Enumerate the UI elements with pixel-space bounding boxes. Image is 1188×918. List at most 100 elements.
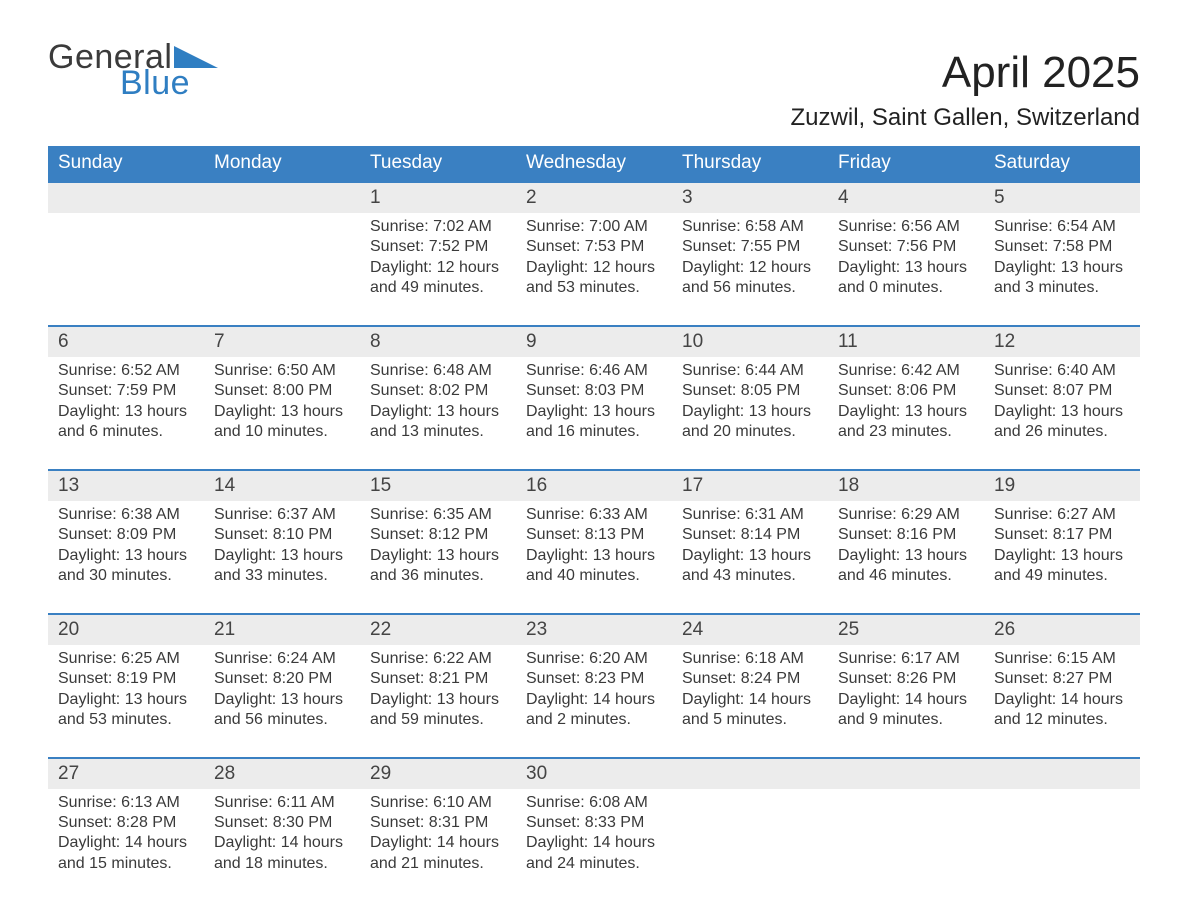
day-detail-cell: Sunrise: 6:46 AMSunset: 8:03 PMDaylight:… xyxy=(516,357,672,470)
daylight-line: Daylight: 13 hours and 13 minutes. xyxy=(370,402,506,443)
day-detail-cell: Sunrise: 6:11 AMSunset: 8:30 PMDaylight:… xyxy=(204,789,360,901)
daylight-line: Daylight: 14 hours and 12 minutes. xyxy=(994,690,1130,731)
day-number-cell: 29 xyxy=(360,758,516,789)
day-detail-cell xyxy=(984,789,1140,901)
daylight-line: Daylight: 12 hours and 56 minutes. xyxy=(682,258,818,299)
day-number-cell: 27 xyxy=(48,758,204,789)
day-number-cell: 24 xyxy=(672,614,828,645)
weekday-header: Friday xyxy=(828,146,984,182)
daylight-line: Daylight: 14 hours and 21 minutes. xyxy=(370,833,506,874)
day-detail-cell: Sunrise: 6:33 AMSunset: 8:13 PMDaylight:… xyxy=(516,501,672,614)
day-number-cell: 11 xyxy=(828,326,984,357)
sunset-line: Sunset: 8:12 PM xyxy=(370,525,506,545)
day-number-cell: 8 xyxy=(360,326,516,357)
day-detail-cell: Sunrise: 6:58 AMSunset: 7:55 PMDaylight:… xyxy=(672,213,828,326)
sunset-line: Sunset: 8:28 PM xyxy=(58,813,194,833)
daylight-line: Daylight: 14 hours and 15 minutes. xyxy=(58,833,194,874)
sunset-line: Sunset: 8:10 PM xyxy=(214,525,350,545)
sunset-line: Sunset: 8:07 PM xyxy=(994,381,1130,401)
sunset-line: Sunset: 8:02 PM xyxy=(370,381,506,401)
day-detail-cell: Sunrise: 6:40 AMSunset: 8:07 PMDaylight:… xyxy=(984,357,1140,470)
day-number-cell xyxy=(984,758,1140,789)
daylight-line: Daylight: 13 hours and 36 minutes. xyxy=(370,546,506,587)
sunrise-line: Sunrise: 6:33 AM xyxy=(526,505,662,525)
sunset-line: Sunset: 8:20 PM xyxy=(214,669,350,689)
day-detail-cell: Sunrise: 6:17 AMSunset: 8:26 PMDaylight:… xyxy=(828,645,984,758)
sunrise-line: Sunrise: 6:29 AM xyxy=(838,505,974,525)
brand-logo: General Blue xyxy=(48,40,218,100)
day-detail-cell: Sunrise: 6:13 AMSunset: 8:28 PMDaylight:… xyxy=(48,789,204,901)
sunrise-line: Sunrise: 6:37 AM xyxy=(214,505,350,525)
day-detail-row: Sunrise: 6:25 AMSunset: 8:19 PMDaylight:… xyxy=(48,645,1140,758)
sunrise-line: Sunrise: 6:46 AM xyxy=(526,361,662,381)
sunset-line: Sunset: 7:59 PM xyxy=(58,381,194,401)
sunrise-line: Sunrise: 6:52 AM xyxy=(58,361,194,381)
sunrise-line: Sunrise: 6:25 AM xyxy=(58,649,194,669)
day-detail-cell: Sunrise: 6:56 AMSunset: 7:56 PMDaylight:… xyxy=(828,213,984,326)
day-number-cell: 14 xyxy=(204,470,360,501)
day-number-cell: 6 xyxy=(48,326,204,357)
day-detail-cell xyxy=(828,789,984,901)
sunrise-line: Sunrise: 6:13 AM xyxy=(58,793,194,813)
day-detail-cell: Sunrise: 6:54 AMSunset: 7:58 PMDaylight:… xyxy=(984,213,1140,326)
calendar-body: 12345Sunrise: 7:02 AMSunset: 7:52 PMDayl… xyxy=(48,182,1140,900)
day-number-row: 13141516171819 xyxy=(48,470,1140,501)
daylight-line: Daylight: 13 hours and 20 minutes. xyxy=(682,402,818,443)
day-detail-cell: Sunrise: 6:15 AMSunset: 8:27 PMDaylight:… xyxy=(984,645,1140,758)
sunrise-line: Sunrise: 6:40 AM xyxy=(994,361,1130,381)
weekday-header: Saturday xyxy=(984,146,1140,182)
day-detail-cell: Sunrise: 6:08 AMSunset: 8:33 PMDaylight:… xyxy=(516,789,672,901)
day-detail-cell xyxy=(48,213,204,326)
day-detail-cell: Sunrise: 6:24 AMSunset: 8:20 PMDaylight:… xyxy=(204,645,360,758)
day-detail-cell: Sunrise: 6:42 AMSunset: 8:06 PMDaylight:… xyxy=(828,357,984,470)
day-detail-row: Sunrise: 7:02 AMSunset: 7:52 PMDaylight:… xyxy=(48,213,1140,326)
day-detail-row: Sunrise: 6:13 AMSunset: 8:28 PMDaylight:… xyxy=(48,789,1140,901)
day-number-cell: 15 xyxy=(360,470,516,501)
day-number-cell: 19 xyxy=(984,470,1140,501)
daylight-line: Daylight: 14 hours and 24 minutes. xyxy=(526,833,662,874)
day-detail-cell: Sunrise: 6:27 AMSunset: 8:17 PMDaylight:… xyxy=(984,501,1140,614)
sunrise-line: Sunrise: 6:42 AM xyxy=(838,361,974,381)
day-detail-row: Sunrise: 6:38 AMSunset: 8:09 PMDaylight:… xyxy=(48,501,1140,614)
daylight-line: Daylight: 14 hours and 5 minutes. xyxy=(682,690,818,731)
sunset-line: Sunset: 8:23 PM xyxy=(526,669,662,689)
day-detail-cell: Sunrise: 6:22 AMSunset: 8:21 PMDaylight:… xyxy=(360,645,516,758)
sunset-line: Sunset: 8:14 PM xyxy=(682,525,818,545)
sunset-line: Sunset: 8:13 PM xyxy=(526,525,662,545)
daylight-line: Daylight: 13 hours and 10 minutes. xyxy=(214,402,350,443)
sunrise-line: Sunrise: 7:02 AM xyxy=(370,217,506,237)
sunrise-line: Sunrise: 6:10 AM xyxy=(370,793,506,813)
day-detail-cell: Sunrise: 6:20 AMSunset: 8:23 PMDaylight:… xyxy=(516,645,672,758)
daylight-line: Daylight: 13 hours and 53 minutes. xyxy=(58,690,194,731)
page-header: General Blue April 2025 Zuzwil, Saint Ga… xyxy=(48,40,1140,146)
sunrise-line: Sunrise: 6:35 AM xyxy=(370,505,506,525)
day-number-cell: 18 xyxy=(828,470,984,501)
day-number-cell: 30 xyxy=(516,758,672,789)
day-detail-cell: Sunrise: 7:00 AMSunset: 7:53 PMDaylight:… xyxy=(516,213,672,326)
day-number-cell: 3 xyxy=(672,182,828,213)
day-detail-row: Sunrise: 6:52 AMSunset: 7:59 PM Daylight:… xyxy=(48,357,1140,470)
sunset-line: Sunset: 8:33 PM xyxy=(526,813,662,833)
day-number-cell: 5 xyxy=(984,182,1140,213)
daylight-line: Daylight: 13 hours and 59 minutes. xyxy=(370,690,506,731)
sunset-line: Sunset: 7:56 PM xyxy=(838,237,974,257)
day-detail-cell: Sunrise: 6:29 AMSunset: 8:16 PMDaylight:… xyxy=(828,501,984,614)
title-block: April 2025 Zuzwil, Saint Gallen, Switzer… xyxy=(791,40,1140,146)
daylight-line: Daylight: 12 hours and 49 minutes. xyxy=(370,258,506,299)
day-number-row: 27282930 xyxy=(48,758,1140,789)
daylight-line: Daylight: 13 hours and 49 minutes. xyxy=(994,546,1130,587)
day-number-cell: 4 xyxy=(828,182,984,213)
calendar-page: General Blue April 2025 Zuzwil, Saint Ga… xyxy=(0,0,1188,918)
day-detail-cell: Sunrise: 6:48 AMSunset: 8:02 PMDaylight:… xyxy=(360,357,516,470)
day-number-cell xyxy=(48,182,204,213)
weekday-header: Wednesday xyxy=(516,146,672,182)
daylight-line: Daylight: 13 hours and 43 minutes. xyxy=(682,546,818,587)
weekday-header: Tuesday xyxy=(360,146,516,182)
day-number-row: 6789101112 xyxy=(48,326,1140,357)
daylight-line: Daylight: 13 hours and 16 minutes. xyxy=(526,402,662,443)
sunset-line: Sunset: 8:00 PM xyxy=(214,381,350,401)
day-number-cell: 16 xyxy=(516,470,672,501)
daylight-line: Daylight: 14 hours and 18 minutes. xyxy=(214,833,350,874)
daylight-line: Daylight: 13 hours and 56 minutes. xyxy=(214,690,350,731)
sunrise-line: Sunrise: 6:50 AM xyxy=(214,361,350,381)
